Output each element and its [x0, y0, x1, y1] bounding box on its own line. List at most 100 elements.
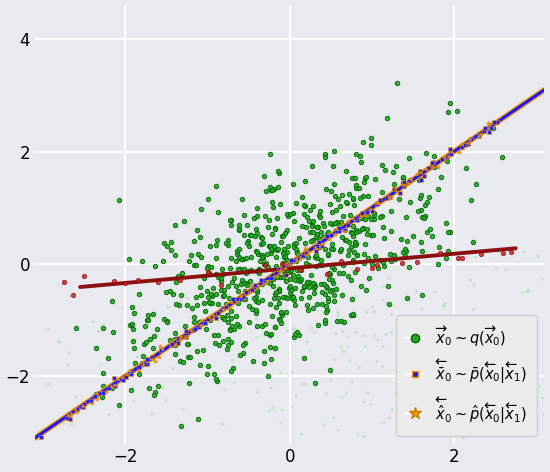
Point	[268, 271, 277, 279]
Point	[195, 234, 204, 241]
Point	[455, 149, 464, 156]
Point	[254, 266, 263, 274]
Point	[378, 212, 387, 219]
Point	[232, 282, 240, 290]
Point	[297, 430, 306, 438]
Point	[292, 245, 301, 253]
Point	[317, 280, 326, 288]
Point	[340, 319, 349, 326]
Point	[190, 261, 199, 269]
Point	[245, 242, 254, 250]
Point	[417, 305, 426, 312]
Point	[414, 377, 423, 385]
Point	[126, 370, 135, 378]
Point	[126, 386, 135, 394]
Point	[130, 360, 139, 367]
Point	[91, 344, 100, 352]
Point	[160, 239, 169, 246]
Point	[196, 283, 205, 291]
Point	[515, 426, 524, 434]
Point	[218, 266, 227, 273]
Point	[267, 274, 276, 281]
Point	[149, 332, 158, 339]
Point	[420, 202, 429, 209]
Point	[367, 134, 376, 142]
Point	[363, 225, 372, 233]
Point	[350, 238, 359, 246]
Point	[176, 335, 185, 342]
Point	[90, 392, 99, 400]
Point	[234, 287, 243, 294]
Point	[289, 241, 298, 248]
Point	[540, 410, 548, 418]
Point	[166, 238, 175, 246]
Point	[227, 254, 236, 261]
Point	[379, 262, 388, 270]
Point	[218, 313, 227, 321]
Point	[67, 410, 76, 418]
Point	[301, 239, 310, 247]
Point	[364, 192, 372, 200]
Point	[295, 266, 304, 273]
Point	[398, 259, 407, 267]
Point	[203, 264, 212, 272]
Point	[505, 321, 514, 329]
Point	[97, 393, 106, 401]
Point	[459, 434, 468, 441]
Point	[289, 181, 298, 188]
Point	[235, 253, 244, 261]
Point	[397, 236, 406, 243]
Point	[258, 280, 267, 288]
Point	[443, 228, 452, 236]
Point	[157, 346, 166, 354]
Point	[348, 195, 357, 202]
Point	[372, 358, 381, 365]
Point	[204, 315, 212, 322]
Point	[340, 226, 349, 233]
Point	[368, 231, 377, 239]
Point	[427, 162, 436, 170]
Point	[241, 254, 250, 261]
Point	[314, 321, 322, 329]
Point	[139, 352, 147, 360]
Point	[296, 275, 305, 283]
Point	[183, 302, 192, 309]
Point	[315, 213, 324, 220]
Point	[266, 183, 275, 191]
Point	[111, 381, 119, 388]
Point	[143, 316, 152, 324]
Point	[98, 324, 107, 332]
Point	[179, 359, 188, 366]
Point	[277, 309, 285, 317]
Point	[219, 291, 228, 298]
Point	[288, 403, 297, 411]
Point	[348, 174, 356, 182]
Point	[228, 356, 237, 364]
Point	[234, 221, 243, 229]
Point	[243, 239, 251, 247]
Point	[283, 256, 292, 264]
Point	[221, 303, 230, 311]
Point	[440, 302, 449, 310]
Point	[322, 390, 331, 397]
Point	[274, 265, 283, 273]
Point	[356, 212, 365, 219]
Point	[376, 196, 384, 204]
Point	[218, 337, 227, 344]
Point	[300, 249, 309, 256]
Point	[254, 269, 263, 277]
Point	[184, 295, 192, 302]
Point	[315, 261, 323, 269]
Point	[236, 280, 245, 287]
Point	[299, 202, 308, 209]
Point	[367, 141, 376, 149]
Point	[284, 268, 293, 276]
Point	[115, 402, 124, 409]
Point	[349, 232, 358, 240]
Point	[174, 301, 183, 308]
Point	[266, 344, 274, 351]
Point	[317, 240, 326, 247]
Point	[484, 124, 493, 132]
Point	[416, 191, 425, 198]
Point	[462, 164, 471, 172]
